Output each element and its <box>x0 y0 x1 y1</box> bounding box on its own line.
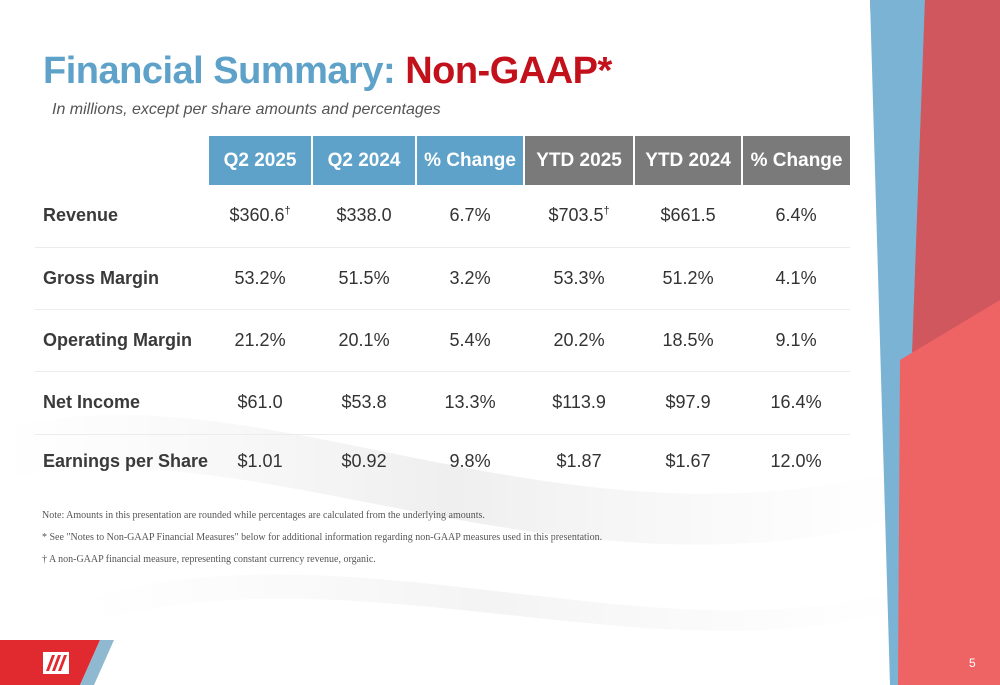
row-label: Operating Margin <box>35 309 209 372</box>
table-header-row: Q2 2025 Q2 2024 % Change YTD 2025 YTD 20… <box>35 136 851 185</box>
header-blank-cell <box>35 136 208 185</box>
table-cell: 5.4% <box>416 309 525 372</box>
header-ytd-2025: YTD 2025 <box>523 136 635 185</box>
table-cell: 21.2% <box>208 309 313 372</box>
table-cell: 13.3% <box>416 371 525 435</box>
table-cell: $360.6† <box>208 185 313 248</box>
cell-value: $703.5 <box>548 205 604 226</box>
table-cell: $1.67 <box>665 451 711 472</box>
header-q2-2025: Q2 2025 <box>207 136 313 185</box>
table-cell: $0.92 <box>341 451 387 472</box>
company-logo <box>0 640 114 685</box>
footnote-rounding: Note: Amounts in this presentation are r… <box>42 510 485 521</box>
table-cell: 3.2% <box>416 247 525 310</box>
table-cell: 6.4% <box>742 185 851 248</box>
row-label: Gross Margin <box>35 247 209 310</box>
header-q2-2024: Q2 2024 <box>311 136 417 185</box>
table-cell: $1.87 <box>556 451 602 472</box>
table-cell: 12.0% <box>770 451 822 472</box>
footnote-non-gaap: * See "Notes to Non-GAAP Financial Measu… <box>42 532 603 543</box>
footnotes: Note: Amounts in this presentation are r… <box>42 510 602 576</box>
table-cell: $1.01 <box>237 451 283 472</box>
table-cell: $53.8 <box>312 371 417 435</box>
decorative-side-bands <box>870 0 1000 685</box>
table-cell: 20.1% <box>312 309 417 372</box>
table-row: Operating Margin 21.2% 20.1% 5.4% 20.2% … <box>35 309 851 372</box>
table-cell: 9.1% <box>742 309 851 372</box>
table-cell: 51.5% <box>312 247 417 310</box>
table-cell: $113.9 <box>524 371 635 435</box>
table-cell: $61.0 <box>208 371 313 435</box>
dagger-mark: † <box>603 205 610 218</box>
table-cell: $703.5† <box>524 185 635 248</box>
table-row: Earnings per Share $1.01 $0.92 9.8% $1.8… <box>35 434 850 489</box>
title-part-1: Financial Summary: <box>43 50 396 92</box>
table-cell: 18.5% <box>634 309 743 372</box>
table-cell: 6.7% <box>416 185 525 248</box>
row-label: Revenue <box>35 185 209 248</box>
table-cell: 20.2% <box>524 309 635 372</box>
footnote-dagger: † A non-GAAP financial measure, represen… <box>42 554 376 565</box>
header-q-change: % Change <box>415 136 525 185</box>
cell-value: $360.6 <box>229 205 285 226</box>
page-number: 5 <box>969 656 976 670</box>
table-cell: 53.3% <box>524 247 635 310</box>
table-cell: 4.1% <box>742 247 851 310</box>
row-label: Earnings per Share <box>43 451 209 472</box>
table-row: Revenue $360.6† $338.0 6.7% $703.5† $661… <box>35 185 851 248</box>
title-part-2: Non-GAAP* <box>405 50 612 92</box>
page-subtitle: In millions, except per share amounts an… <box>52 101 441 118</box>
table-cell: 51.2% <box>634 247 743 310</box>
table-cell: $97.9 <box>634 371 743 435</box>
financial-summary-table: Q2 2025 Q2 2024 % Change YTD 2025 YTD 20… <box>35 136 851 489</box>
page-title: Financial Summary: Non-GAAP* <box>43 48 612 94</box>
table-cell: 9.8% <box>449 451 491 472</box>
row-label: Net Income <box>35 371 209 435</box>
table-row: Gross Margin 53.2% 51.5% 3.2% 53.3% 51.2… <box>35 247 851 310</box>
table-cell: 53.2% <box>208 247 313 310</box>
header-ytd-2024: YTD 2024 <box>633 136 743 185</box>
dagger-mark: † <box>284 205 291 218</box>
table-row: Net Income $61.0 $53.8 13.3% $113.9 $97.… <box>35 371 851 435</box>
header-ytd-change: % Change <box>741 136 851 185</box>
table-cell: $661.5 <box>634 185 743 248</box>
table-cell: 16.4% <box>742 371 851 435</box>
table-cell: $338.0 <box>312 185 417 248</box>
